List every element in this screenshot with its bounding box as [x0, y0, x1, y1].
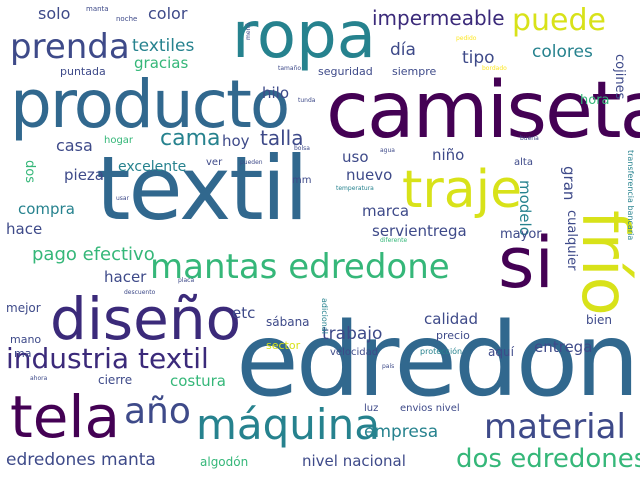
word-excelente: excelente: [118, 159, 187, 175]
word-hogar: hogar: [104, 135, 134, 146]
word-bolsa: bolsa: [294, 145, 310, 152]
word-luz: luz: [364, 403, 379, 414]
word-hacer: hacer: [104, 268, 147, 286]
word-pieza: pieza: [64, 166, 104, 184]
word-hoy: hoy: [222, 132, 250, 150]
word-gracias: gracias: [134, 54, 189, 72]
word-temperatura: temperatura: [336, 185, 374, 192]
word-cojines: cojines: [612, 54, 627, 100]
word-usar: usar: [116, 195, 130, 202]
word-solo: solo: [38, 4, 71, 23]
word-colores: colores: [532, 42, 593, 62]
word-mantas-edredone: mantas edredone: [150, 247, 450, 287]
word-bordado: bordado: [482, 65, 507, 72]
word-placa: placa: [178, 277, 195, 284]
word-nino: niño: [432, 146, 465, 164]
word-si: si: [498, 222, 554, 304]
word-bien: bien: [586, 313, 612, 327]
word-compra: compra: [18, 200, 75, 218]
word-material: material: [484, 407, 626, 447]
word-envios-nivel: envios nivel: [400, 403, 460, 414]
word-camiseta: camiseta: [326, 66, 640, 156]
word-empresa: empresa: [364, 422, 439, 442]
word-pedido: pedido: [456, 35, 477, 42]
word-ma: ma: [14, 347, 32, 360]
word-etc: etc: [232, 304, 256, 322]
word-textiles: textiles: [132, 36, 195, 56]
word-noche: noche: [116, 15, 138, 23]
word-industria-textil: industria textil: [6, 342, 209, 375]
word-agua: agua: [380, 147, 395, 154]
word-tela: tela: [10, 383, 121, 451]
word-mano: mano: [10, 333, 42, 346]
word-mayor: mayor: [500, 227, 542, 242]
word-cierre: cierre: [98, 373, 133, 387]
word-marca: marca: [362, 202, 410, 220]
word-descuento: descuento: [124, 289, 156, 296]
word-edredones-manta: edredones manta: [6, 450, 156, 470]
word-entrega: entrega: [534, 338, 593, 356]
word-proteccion: protección: [420, 347, 463, 356]
word-velocidad: velocidad: [330, 347, 379, 358]
word-mejor: mejor: [6, 301, 41, 315]
word-sabana: sábana: [266, 315, 310, 329]
word-mm: mm: [292, 175, 312, 186]
word-aqui: aquí: [488, 345, 514, 359]
word-ver: ver: [206, 157, 223, 168]
word-talla: talla: [260, 126, 304, 150]
word-precio: precio: [436, 329, 470, 342]
word-tipo: tipo: [462, 48, 495, 68]
word-textil: textil: [96, 137, 309, 240]
word-maquina: máquina: [196, 400, 380, 449]
word-producto: producto: [10, 66, 290, 143]
word-color: color: [148, 4, 188, 23]
word-alta: alta: [514, 157, 533, 168]
word-dos-edredones: dos edredones: [456, 444, 640, 474]
word-casa: casa: [56, 136, 93, 155]
word-hora: hora: [580, 93, 610, 108]
word-tamano: tamaño: [278, 65, 302, 72]
word-edredone: edredone: [236, 301, 640, 420]
word-ano: año: [124, 391, 191, 432]
word-hilo: hilo: [262, 84, 290, 102]
word-calidad: calidad: [424, 310, 479, 328]
word-ahora: ahora: [30, 375, 48, 382]
word-prenda: prenda: [10, 27, 130, 67]
word-traje: traje: [402, 160, 523, 220]
word-trabajo: trabajo: [322, 324, 383, 344]
word-nuevo: nuevo: [346, 166, 393, 184]
word-puede: puede: [512, 3, 607, 38]
word-puntada: puntada: [60, 65, 106, 78]
word-diferente: diferente: [380, 237, 408, 244]
word-cualquier: cualquier: [564, 210, 579, 271]
word-dos: dos: [22, 160, 37, 183]
word-algodon: algodón: [200, 455, 249, 469]
word-manta: manta: [86, 5, 109, 13]
word-servientrega: servientrega: [372, 222, 467, 240]
word-buena: buena: [520, 135, 539, 142]
word-transferencia-bancaria: transferencia bancaria: [626, 150, 635, 241]
word-seguridad: seguridad: [318, 65, 373, 78]
word-menu: menú: [245, 22, 252, 40]
word-cama: cama: [160, 126, 221, 151]
word-tunda: tunda: [298, 97, 316, 104]
word-pais: país: [382, 363, 395, 370]
word-pueden: pueden: [240, 159, 263, 166]
word-adicional: adicional: [320, 298, 329, 334]
word-dia: día: [390, 40, 416, 60]
word-costura: costura: [170, 372, 226, 390]
word-impermeable: impermeable: [372, 6, 505, 30]
word-hace: hace: [6, 220, 43, 238]
word-siempre: siempre: [392, 65, 437, 78]
word-gran: gran: [560, 166, 578, 201]
word-pago-efectivo: pago efectivo: [32, 244, 155, 265]
word-ropa: ropa: [232, 0, 376, 73]
word-diseno: diseño: [50, 285, 242, 353]
word-nivel-nacional: nivel nacional: [302, 452, 406, 470]
word-uso: uso: [342, 148, 369, 166]
word-sector: sector: [266, 339, 301, 352]
